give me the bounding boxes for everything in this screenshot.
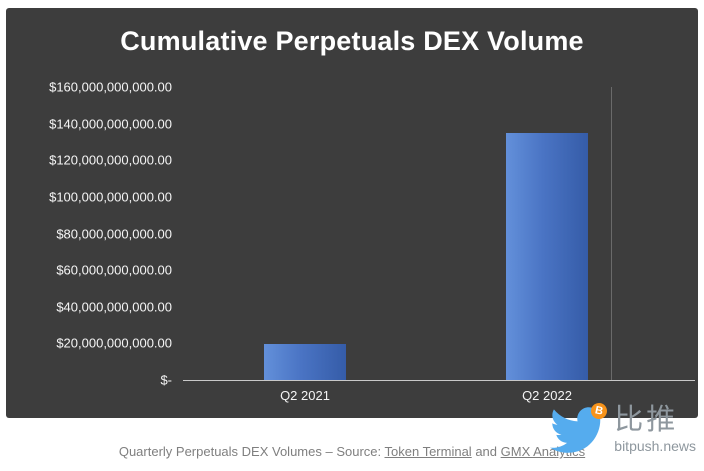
bitpush-brand-cn: 比推 bbox=[614, 404, 679, 437]
caption-prefix: Quarterly Perpetuals DEX Volumes – Sourc… bbox=[118, 444, 385, 459]
x-tick-label: Q2 2022 bbox=[522, 388, 572, 403]
caption: Quarterly Perpetuals DEX Volumes – Sourc… bbox=[0, 444, 704, 459]
bar-q2-2022 bbox=[506, 132, 588, 380]
y-tick-label: $20,000,000,000.00 bbox=[56, 335, 172, 351]
y-tick-label: $140,000,000,000.00 bbox=[49, 116, 172, 132]
y-tick-label: $- bbox=[160, 372, 172, 388]
chart-title: Cumulative Perpetuals DEX Volume bbox=[120, 26, 584, 56]
bar-q2-2021 bbox=[264, 343, 346, 380]
x-axis: Q2 2021 Q2 2022 bbox=[184, 388, 668, 403]
bitpush-brand: 比推 bitpush.news bbox=[614, 404, 696, 455]
x-axis-line bbox=[183, 380, 695, 381]
y-tick-label: $160,000,000,000.00 bbox=[49, 79, 172, 95]
bitpush-brand-domain: bitpush.news bbox=[614, 438, 696, 455]
bitpush-watermark: B 比推 bitpush.news bbox=[550, 401, 696, 458]
token-terminal-link[interactable]: Token Terminal bbox=[384, 444, 472, 459]
plot-right-border bbox=[611, 87, 612, 380]
y-tick-label: $40,000,000,000.00 bbox=[56, 299, 172, 315]
caption-and: and bbox=[471, 444, 501, 459]
y-axis: $160,000,000,000.00 $140,000,000,000.00 $1… bbox=[6, 8, 178, 418]
x-tick-label: Q2 2021 bbox=[280, 388, 330, 403]
bar-slot bbox=[426, 87, 668, 380]
y-tick-label: $60,000,000,000.00 bbox=[56, 262, 172, 278]
bar-slot bbox=[184, 87, 426, 380]
y-tick-label: $80,000,000,000.00 bbox=[56, 226, 172, 241]
y-tick-label: $120,000,000,000.00 bbox=[49, 152, 172, 168]
chart-card: Cumulative Perpetuals DEX Volume $160,00… bbox=[6, 8, 698, 418]
plot-area bbox=[184, 87, 668, 380]
twitter-bird-icon: B bbox=[550, 401, 609, 458]
y-tick-label: $100,000,000,000.00 bbox=[49, 189, 172, 205]
